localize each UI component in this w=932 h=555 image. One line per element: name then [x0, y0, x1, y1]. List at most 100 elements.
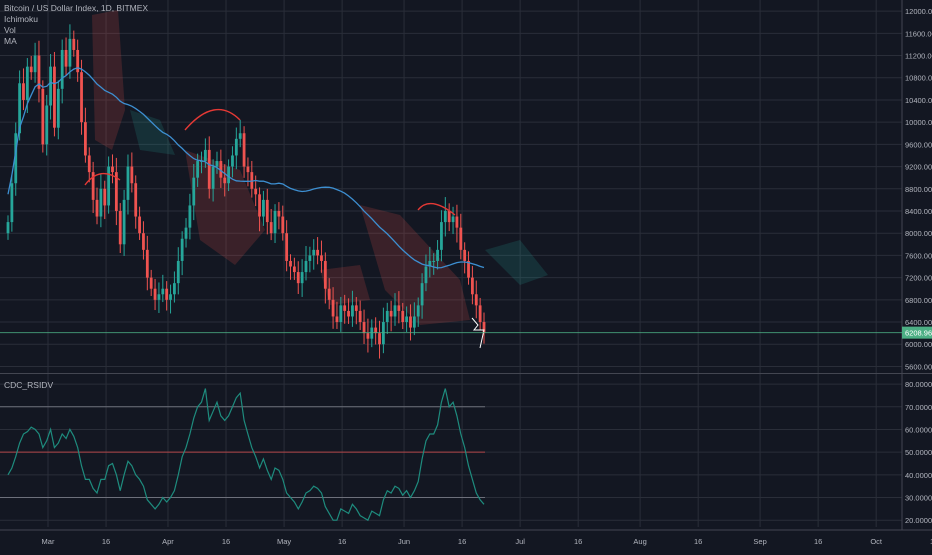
indicator-ma[interactable]: MA [4, 36, 17, 46]
candle-body [420, 283, 424, 306]
candle-up [443, 197, 447, 237]
candle-down [41, 80, 45, 153]
candle-body [351, 305, 354, 317]
candle-down [366, 318, 370, 353]
candle-body [366, 333, 370, 339]
candle-down [53, 51, 56, 137]
candle-body [424, 266, 428, 284]
candle-down [149, 269, 153, 296]
ichimoku-cloud [320, 265, 370, 305]
annotation-arc [417, 202, 456, 216]
candle-down [29, 55, 33, 80]
candle-down [37, 40, 41, 103]
candle-down [269, 208, 273, 241]
candle-down [142, 221, 145, 260]
candle-up [184, 218, 188, 248]
rsi-indicator-label[interactable]: CDC_RSIDV [4, 380, 54, 390]
candle-down [145, 235, 149, 291]
candle-up [157, 282, 161, 313]
candle-body [165, 288, 169, 300]
candle-body [45, 105, 49, 145]
candle-up [231, 146, 234, 178]
candle-down [471, 265, 474, 305]
candle-body [443, 210, 447, 223]
candle-body [33, 55, 37, 73]
candle-down [478, 297, 482, 330]
candle-up [238, 119, 242, 148]
candle-down [374, 317, 378, 345]
candle-down [84, 107, 87, 163]
candle-down [397, 291, 401, 324]
time-tick-label: 16 [222, 537, 230, 546]
candle-down [358, 300, 362, 330]
candle-up [234, 127, 238, 170]
candle-down [292, 257, 296, 280]
candle-body [145, 249, 149, 278]
candle-body [339, 305, 343, 323]
candle-down [343, 294, 347, 324]
candle-up [215, 151, 219, 174]
price-tick-label: 9200.00 [905, 163, 932, 172]
candle-body [126, 166, 130, 200]
time-tick-label: Jun [398, 537, 410, 546]
candle-body [99, 188, 103, 217]
candle-body [478, 305, 482, 323]
candle-body [130, 166, 134, 184]
candle-down [138, 206, 141, 240]
candle-body [107, 166, 111, 206]
candle-down [219, 149, 223, 188]
candle-body [459, 227, 463, 250]
candle-up [122, 189, 126, 256]
candle-down [130, 152, 134, 193]
candle-up [192, 164, 196, 221]
candle-body [409, 316, 412, 328]
candle-down [327, 278, 331, 310]
candle-up [405, 306, 409, 332]
candle-down [389, 300, 393, 332]
candle-down [459, 213, 463, 260]
candle-up [173, 271, 176, 303]
candle-up [203, 138, 207, 168]
candle-body [180, 238, 184, 261]
candle-body [25, 66, 29, 100]
candle-body [10, 183, 14, 223]
candle-down [76, 39, 80, 82]
candle-up [428, 246, 432, 278]
candle-body [231, 155, 234, 167]
candle-body [416, 305, 420, 317]
candle-body [173, 283, 176, 295]
indicator-vol[interactable]: Vol [4, 25, 16, 35]
candle-down [134, 175, 138, 229]
candle-up [308, 246, 312, 273]
price-tick-label: 10000.00 [905, 118, 932, 127]
candle-body [223, 177, 227, 184]
candle-up [351, 290, 354, 327]
candle-body [289, 260, 292, 267]
candle-body [401, 310, 405, 323]
candle-down [72, 30, 76, 57]
candle-body [22, 83, 25, 100]
time-tick-label: 16 [930, 537, 932, 546]
candle-body [29, 66, 33, 73]
candle-body [265, 199, 269, 223]
candle-body [393, 305, 397, 317]
candle-body [53, 66, 56, 128]
time-tick-label: Mar [42, 537, 55, 546]
time-tick-label: May [277, 537, 291, 546]
price-tick-label: 12000.00 [905, 7, 932, 16]
candle-body [397, 305, 401, 311]
candle-body [440, 222, 443, 250]
price-badge [902, 326, 932, 339]
candle-body [405, 316, 409, 323]
indicator-ichimoku[interactable]: Ichimoku [4, 14, 39, 24]
candle-body [327, 288, 331, 300]
time-tick-label: Oct [870, 537, 883, 546]
candle-down [482, 312, 486, 344]
candle-body [320, 255, 323, 261]
candle-down [323, 252, 327, 304]
candle-up [107, 156, 111, 214]
candle-body [308, 255, 312, 261]
candle-down [111, 154, 114, 184]
candle-up [45, 94, 49, 156]
